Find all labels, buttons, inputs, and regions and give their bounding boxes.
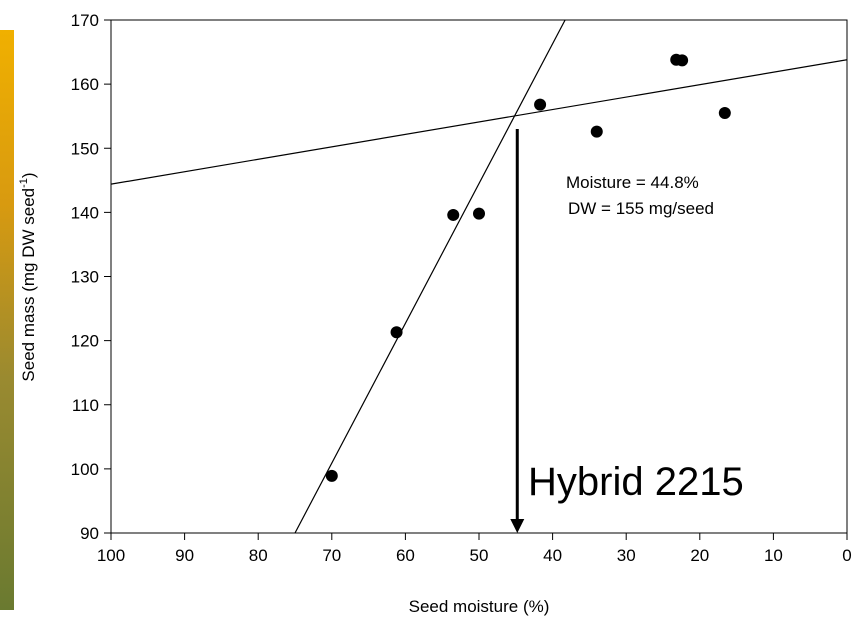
y-tick-label: 90 xyxy=(80,524,99,543)
y-tick-label: 100 xyxy=(71,460,99,479)
background-photo xyxy=(0,30,14,610)
arrow-head xyxy=(510,519,525,533)
y-tick-label: 120 xyxy=(71,332,99,351)
point xyxy=(325,469,338,482)
y-axis-title-sup: -1 xyxy=(18,178,30,188)
y-axis-title-main: Seed mass (mg DW seed xyxy=(19,188,38,382)
x-tick-label: 40 xyxy=(543,546,562,565)
fit-line xyxy=(294,20,566,533)
point xyxy=(473,207,485,220)
point xyxy=(390,326,403,339)
x-tick-label: 100 xyxy=(97,546,125,565)
x-tick-label: 90 xyxy=(175,546,194,565)
point xyxy=(447,208,460,221)
point xyxy=(590,125,603,138)
y-tick-label: 150 xyxy=(71,139,99,158)
y-tick-label: 130 xyxy=(71,268,99,287)
x-tick-label: 80 xyxy=(249,546,268,565)
y-tick-label: 160 xyxy=(71,75,99,94)
y-axis-title-end: ) xyxy=(19,172,38,178)
y-tick-label: 170 xyxy=(71,11,99,30)
annotation: Moisture = 44.8% xyxy=(566,173,699,192)
x-tick-label: 0 xyxy=(842,546,851,565)
y-tick-label: 110 xyxy=(72,396,99,415)
x-tick-label: 60 xyxy=(396,546,415,565)
y-tick-label: 140 xyxy=(71,203,99,222)
x-tick-label: 30 xyxy=(617,546,636,565)
point xyxy=(718,106,731,119)
x-axis-title: Seed moisture (%) xyxy=(409,597,550,616)
plot-frame xyxy=(110,19,848,534)
point xyxy=(534,98,547,111)
x-tick-label: 20 xyxy=(690,546,709,565)
annotation: DW = 155 mg/seed xyxy=(568,199,714,218)
hybrid-label: Hybrid 2215 xyxy=(528,460,744,504)
point xyxy=(676,54,689,67)
x-tick-label: 10 xyxy=(764,546,783,565)
fit-line xyxy=(111,59,847,185)
x-tick-label: 50 xyxy=(470,546,489,565)
y-axis-title: Seed mass (mg DW seed-1) xyxy=(18,172,38,381)
x-tick-label: 70 xyxy=(322,546,341,565)
